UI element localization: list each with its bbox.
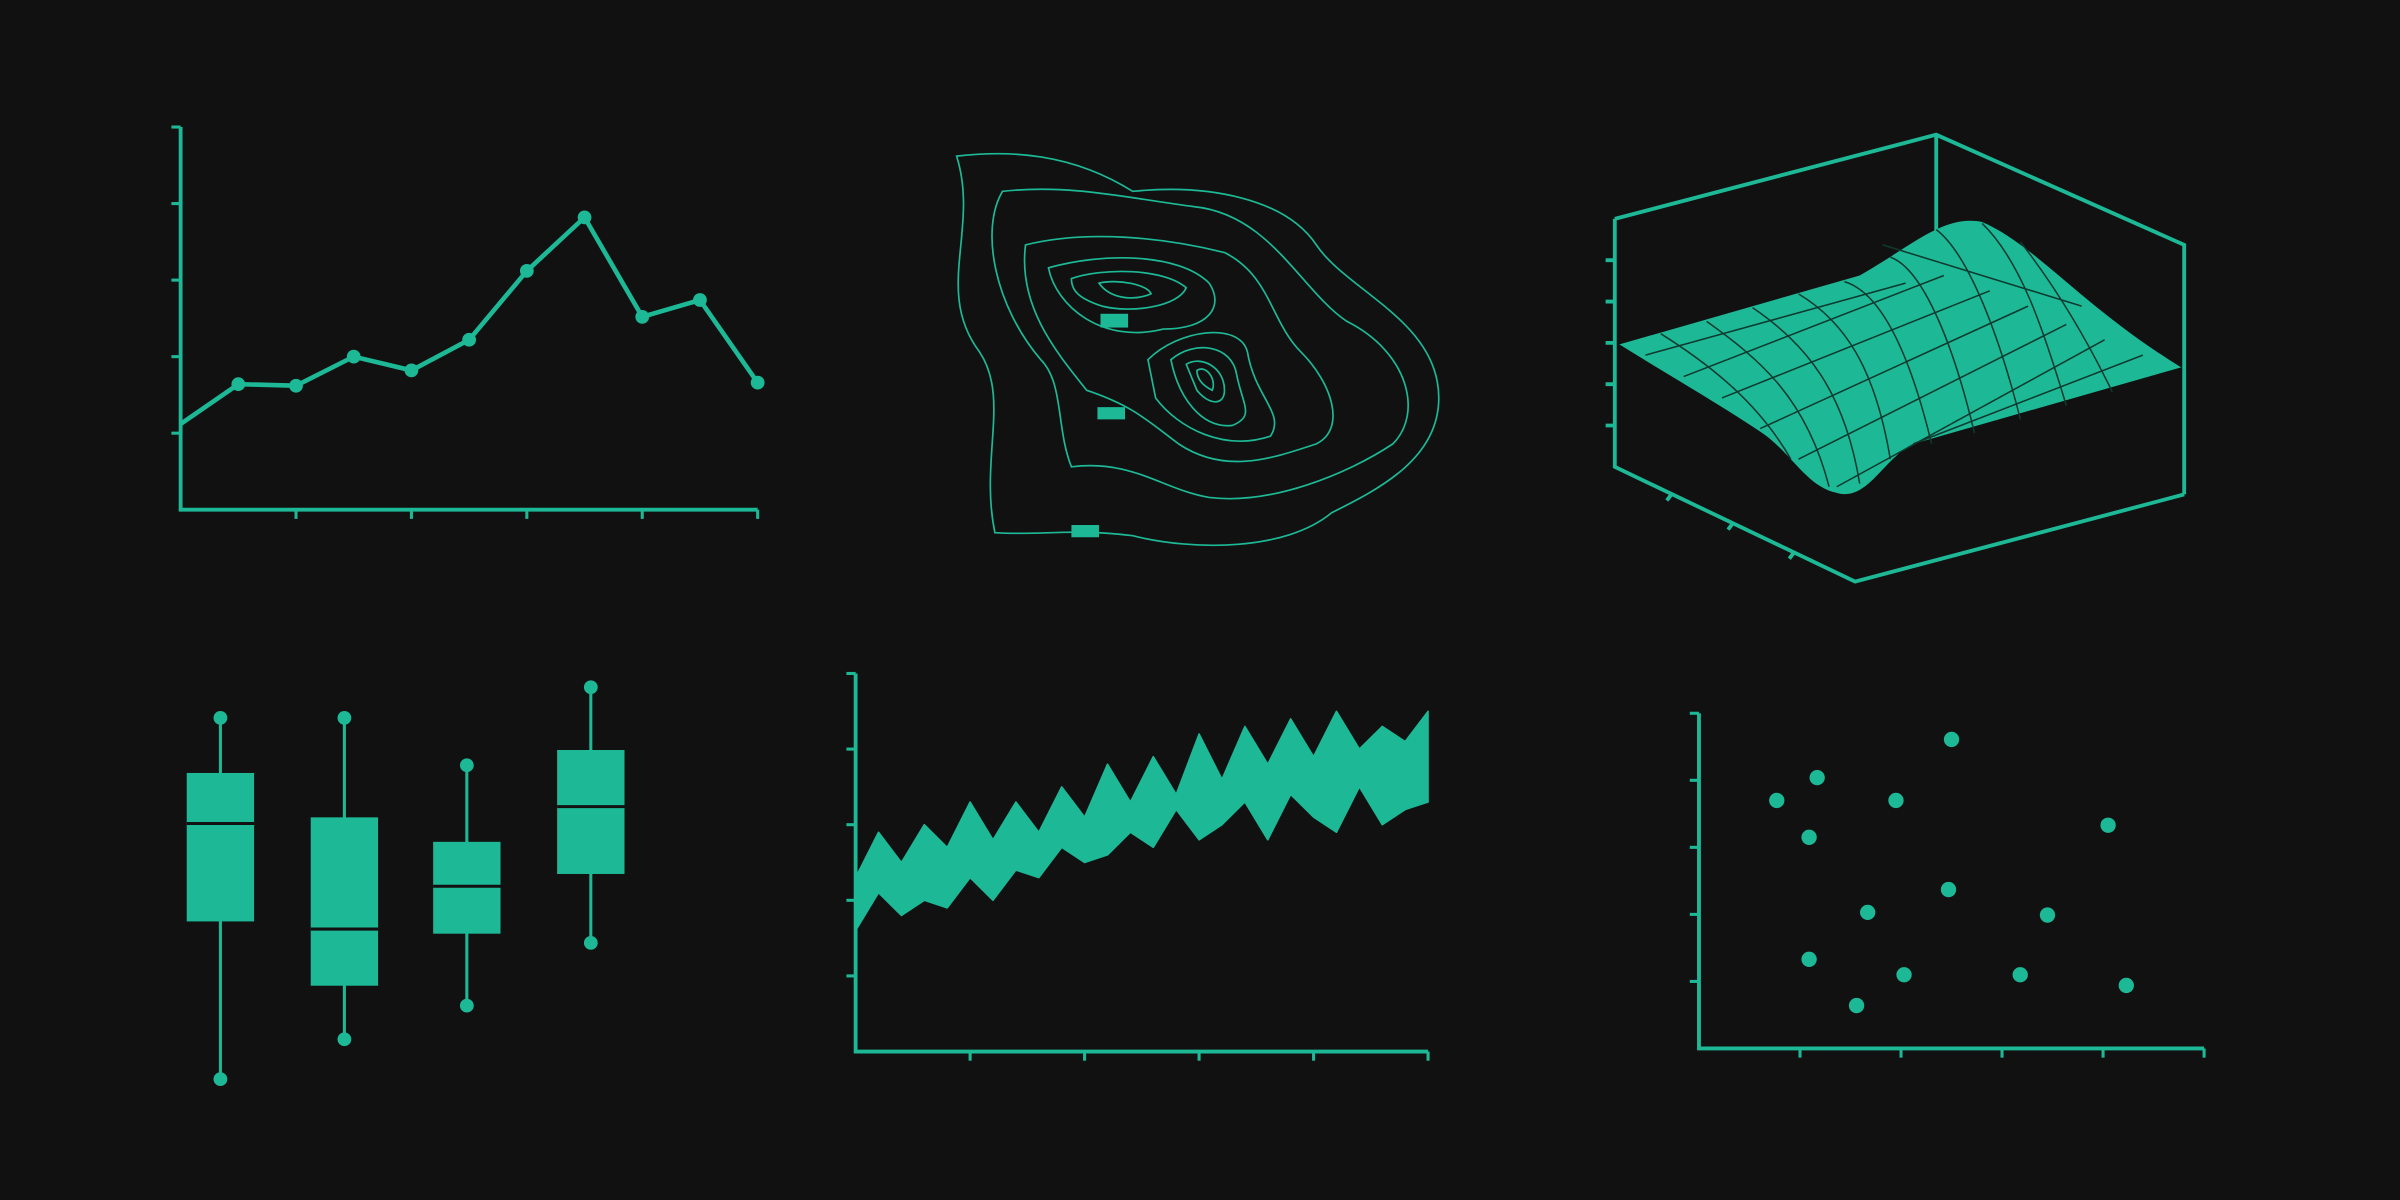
point xyxy=(1860,904,1876,921)
point xyxy=(1943,731,1960,748)
point xyxy=(2012,967,2028,983)
surface xyxy=(1619,220,2182,495)
contour-plot xyxy=(955,152,1440,547)
point xyxy=(404,363,419,378)
point xyxy=(1801,951,1817,967)
point xyxy=(577,210,592,225)
point xyxy=(462,332,477,347)
point xyxy=(750,375,765,390)
contour xyxy=(1047,256,1216,334)
whisker-cap xyxy=(583,680,598,695)
axis xyxy=(178,127,758,512)
point xyxy=(2039,907,2056,923)
contour xyxy=(1097,280,1153,299)
box xyxy=(557,750,625,874)
point xyxy=(1801,829,1817,845)
contour xyxy=(1196,368,1215,392)
box xyxy=(310,817,379,986)
contour xyxy=(1185,360,1226,403)
whisker-cap xyxy=(583,935,598,950)
point xyxy=(1848,997,1865,1014)
contour-label xyxy=(1097,407,1125,420)
point xyxy=(635,309,650,324)
point xyxy=(1940,881,1957,898)
point xyxy=(231,377,246,392)
surface-mesh xyxy=(1645,222,2144,488)
surface-plot xyxy=(1605,132,2187,584)
contour xyxy=(1169,346,1247,427)
axis xyxy=(853,673,1429,1054)
point xyxy=(1769,792,1785,809)
band xyxy=(854,710,1429,932)
point xyxy=(2100,817,2116,833)
box xyxy=(186,772,255,922)
point xyxy=(346,349,361,364)
contour xyxy=(1070,270,1188,310)
axis xyxy=(1697,713,2205,1051)
contour xyxy=(991,188,1409,500)
contour-label xyxy=(1071,525,1099,538)
box-ticks xyxy=(1605,258,1796,560)
whisker-cap xyxy=(213,1072,228,1086)
whisker-cap xyxy=(459,998,474,1013)
contour xyxy=(1023,235,1334,463)
whisker-cap xyxy=(459,758,474,773)
whisker-cap xyxy=(213,710,228,725)
point xyxy=(693,293,707,307)
point xyxy=(1896,967,1912,983)
point xyxy=(1809,769,1825,786)
contour xyxy=(1147,331,1276,442)
point xyxy=(2118,977,2134,994)
point xyxy=(289,378,303,393)
point xyxy=(1888,792,1904,809)
whisker-cap xyxy=(337,1032,352,1047)
contour-label xyxy=(1100,313,1129,328)
whisker-cap xyxy=(337,710,352,725)
point xyxy=(519,264,534,278)
contour xyxy=(955,152,1440,547)
